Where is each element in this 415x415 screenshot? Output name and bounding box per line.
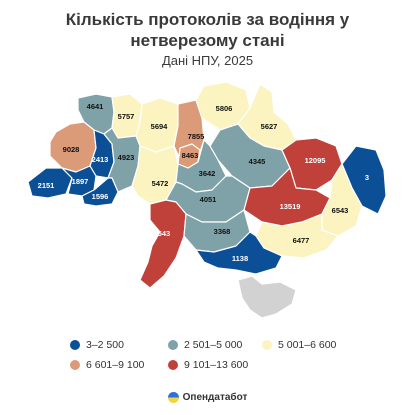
- value-label-volyn: 4641: [87, 102, 104, 111]
- value-label-dnipropetrovsk: 13519: [280, 202, 301, 211]
- legend-item-4: 9 101–13 600: [168, 359, 248, 371]
- region-value-labels: 4641 5757 5694 7855 5806 5627 9028 2413 …: [38, 102, 369, 263]
- region-kherson[interactable]: [195, 231, 283, 275]
- value-label-luhansk: 3: [365, 173, 369, 182]
- brand-footer: Опендатабот: [0, 392, 415, 403]
- value-label-zaporizhzhia: 6477: [293, 236, 310, 245]
- value-label-cherkasy: 3642: [199, 169, 216, 178]
- value-label-kirovohrad: 4051: [200, 195, 217, 204]
- value-label-ivano-frankivsk: 1897: [72, 177, 89, 186]
- value-label-zhytomyr: 5694: [151, 122, 169, 131]
- region-donetsk[interactable]: [321, 163, 363, 237]
- value-label-poltava: 4345: [249, 157, 266, 166]
- region-odesa[interactable]: [139, 199, 187, 289]
- value-label-khmelnytskyi: 4923: [118, 153, 135, 162]
- legend-label: 9 101–13 600: [184, 359, 249, 371]
- value-label-lviv: 9028: [63, 145, 80, 154]
- map-title-line2: нетверезому стані: [130, 31, 285, 50]
- region-chernivtsi[interactable]: [81, 177, 119, 207]
- legend-item-1: 2 501–5 000: [168, 339, 242, 351]
- legend-swatch: [262, 340, 272, 350]
- legend-label: 3–2 500: [86, 339, 124, 351]
- value-label-rivne: 5757: [118, 112, 135, 121]
- value-label-odesa: 11543: [150, 229, 170, 238]
- value-label-kyiv-oblast: 7855: [188, 132, 205, 141]
- value-label-kyiv-city: 8463: [182, 151, 199, 160]
- value-label-kharkiv: 12095: [305, 156, 326, 165]
- legend-label: 5 001–6 600: [278, 339, 337, 351]
- value-label-mykolaiv: 3368: [214, 227, 231, 236]
- value-label-chernivtsi: 1596: [92, 192, 109, 201]
- value-label-kherson: 1138: [232, 254, 248, 263]
- legend-item-2: 5 001–6 600: [262, 339, 336, 351]
- legend-item-0: 3–2 500: [70, 339, 124, 351]
- legend-swatch: [168, 360, 178, 370]
- map-title-line1: Кількість протоколів за водіння у: [65, 10, 350, 29]
- value-label-ternopil: 2413: [92, 155, 109, 164]
- region-zakarpattia[interactable]: [27, 167, 73, 199]
- legend-item-3: 6 601–9 100: [70, 359, 144, 371]
- value-label-sumy: 5627: [261, 122, 278, 131]
- opendatabot-logo-icon: [167, 392, 179, 403]
- value-label-chernihiv: 5806: [216, 104, 233, 113]
- legend-label: 2 501–5 000: [184, 339, 243, 351]
- map-subtitle: Дані НПУ, 2025: [161, 53, 254, 68]
- legend-swatch: [70, 360, 80, 370]
- region-crimea: [237, 275, 297, 319]
- value-label-zakarpattia: 2151: [38, 181, 55, 190]
- legend-swatch: [70, 340, 80, 350]
- brand-name: Опендатабот: [182, 392, 248, 403]
- value-label-donetsk: 6543: [332, 206, 349, 215]
- legend-swatch: [168, 340, 178, 350]
- map-title: Кількість протоколів за водіння у нетвер…: [0, 9, 415, 51]
- legend-label: 6 601–9 100: [86, 359, 145, 371]
- value-label-vinnytsia: 5472: [152, 179, 169, 188]
